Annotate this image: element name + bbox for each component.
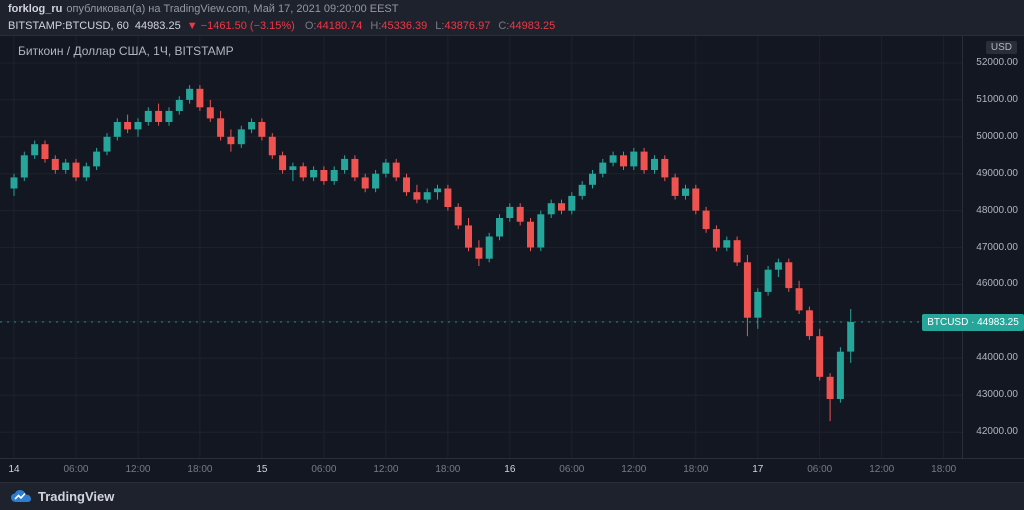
price-label: 48000.00 bbox=[976, 204, 1018, 216]
day-label: 16 bbox=[504, 464, 516, 475]
price-label: 43000.00 bbox=[976, 389, 1018, 401]
price-tag-symbol: BTCUSD bbox=[927, 316, 969, 328]
time-label: 12:00 bbox=[869, 464, 895, 475]
price-label: 52000.00 bbox=[976, 56, 1018, 68]
footer: TradingView bbox=[0, 482, 1024, 510]
chart-region: Биткоин / Доллар США, 1Ч, BITSTAMP USD 5… bbox=[0, 36, 1024, 482]
symbol-name[interactable]: BITSTAMP:BTCUSD, 60 bbox=[8, 19, 129, 32]
header: forklog_ru опубликовал(а) на TradingView… bbox=[0, 0, 1024, 36]
time-label: 06:00 bbox=[63, 464, 89, 475]
time-label: 06:00 bbox=[311, 464, 337, 475]
last-price-value: 44983.25 bbox=[134, 19, 181, 32]
price-label: 46000.00 bbox=[976, 278, 1018, 290]
close-value: C:44983.25 bbox=[498, 19, 556, 32]
day-label: 17 bbox=[752, 464, 764, 475]
high-value: H:45336.39 bbox=[370, 19, 428, 32]
low-value: L:43876.97 bbox=[435, 19, 491, 32]
price-label: 51000.00 bbox=[976, 93, 1018, 105]
time-label: 12:00 bbox=[373, 464, 399, 475]
time-axis[interactable]: 14 06:00 12:00 18:00 15 06:00 12:00 18:00 16 06:0… bbox=[0, 458, 1024, 482]
chart-title: Биткоин / Доллар США, 1Ч, BITSTAMP bbox=[18, 44, 234, 58]
price-label: 50000.00 bbox=[976, 130, 1018, 142]
candlestick-chart[interactable] bbox=[0, 36, 962, 458]
publish-info: опубликовал(а) на TradingView.com, Май 1… bbox=[66, 2, 399, 15]
time-label: 06:00 bbox=[559, 464, 585, 475]
time-label: 18:00 bbox=[187, 464, 213, 475]
day-label: 15 bbox=[256, 464, 268, 475]
price-change: ▼ −1461.50 (−3.15%) bbox=[186, 19, 295, 32]
day-label: 14 bbox=[8, 464, 20, 475]
time-label: 18:00 bbox=[683, 464, 709, 475]
publisher-name[interactable]: forklog_ru bbox=[8, 2, 63, 15]
time-label: 18:00 bbox=[931, 464, 957, 475]
last-price-label: BTCUSD ∙ 44983.25 bbox=[922, 313, 1024, 331]
currency-label: USD bbox=[985, 41, 1017, 54]
open-value: O:44180.74 bbox=[304, 19, 363, 32]
brand-name[interactable]: TradingView bbox=[38, 489, 115, 504]
price-tag-separator: ∙ bbox=[971, 316, 975, 328]
price-axis[interactable]: USD 52000.00 51000.00 50000.00 49000.00 4800… bbox=[962, 36, 1024, 458]
publish-bar: forklog_ru опубликовал(а) на TradingView… bbox=[0, 0, 1024, 17]
symbol-info-bar: BITSTAMP:BTCUSD, 60 44983.25 ▼ −1461.50 … bbox=[0, 17, 1024, 34]
time-label: 18:00 bbox=[435, 464, 461, 475]
tradingview-logo[interactable] bbox=[10, 489, 32, 505]
price-tag-value: 44983.25 bbox=[977, 316, 1019, 328]
price-label: 47000.00 bbox=[976, 241, 1018, 253]
price-label: 42000.00 bbox=[976, 426, 1018, 438]
price-label: 49000.00 bbox=[976, 167, 1018, 179]
time-label: 12:00 bbox=[125, 464, 151, 475]
time-label: 06:00 bbox=[807, 464, 833, 475]
price-label: 44000.00 bbox=[976, 352, 1018, 364]
time-label: 12:00 bbox=[621, 464, 647, 475]
